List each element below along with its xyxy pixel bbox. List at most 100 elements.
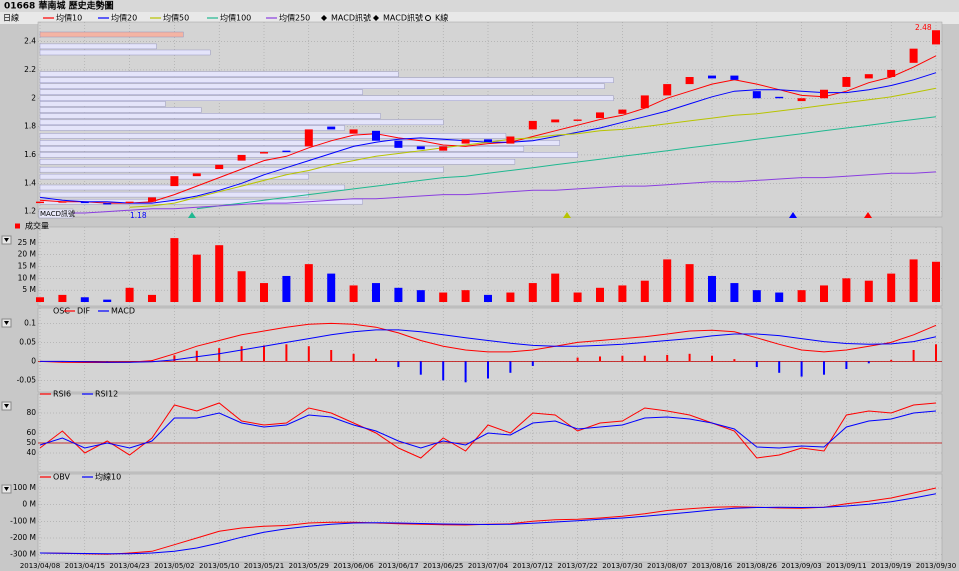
y-tick-label: 50 [26,438,36,447]
candle [618,109,627,114]
candle [237,154,246,161]
y-tick-label: 60 [26,428,36,437]
candle [372,130,380,141]
volume-bar [887,273,896,302]
volume-bar [528,283,537,302]
y-tick-label: 80 [26,408,36,417]
volume-profile-bar [39,140,560,146]
volume-profile-bar [39,159,516,165]
legend-label: 均價20 [111,13,137,23]
x-tick-label: 2013/05/21 [244,562,284,570]
candle [708,75,716,79]
interval-label[interactable]: 日線 [3,13,19,23]
volume-bar [103,299,112,302]
x-tick-label: 2013/08/26 [737,562,778,570]
volume-profile-bar [39,113,381,119]
y-tick-label: 40 [26,448,36,457]
x-tick-label: 2013/06/17 [378,562,418,570]
x-tick-label: 2013/09/30 [916,562,956,570]
candle [596,112,604,119]
candle [170,176,179,187]
candle [887,69,896,77]
volume-bar [775,292,784,302]
volume-bar [349,285,358,302]
panel: -0.05 0 0.05 0.1 OSC DIF MACD [17,307,943,393]
volume-bar [58,294,67,302]
volume-profile-bar [39,125,345,131]
volume-bar [932,261,940,302]
x-tick-label: 2013/07/22 [557,562,597,570]
volume-profile-bar [39,146,525,152]
legend-label: 均價50 [163,13,189,23]
volume-bar [327,273,336,302]
volume-profile-bar [39,71,399,77]
candle [797,98,806,102]
candle [842,77,851,87]
candle [103,203,112,205]
volume-bar [730,283,739,302]
volume-bar [708,275,716,302]
candle [192,173,201,177]
x-tick-label: 2013/04/23 [109,562,149,570]
series-line [196,116,937,210]
candle [752,91,761,99]
volume-bar [215,245,224,302]
volume-bar [416,290,425,302]
candle [573,119,582,121]
legend-swatch [15,223,20,229]
candle [394,140,403,148]
legend-label: OBV [53,473,71,482]
y-tick-label: 2.4 [24,37,36,46]
collapse-buttons [1,235,12,494]
x-tick-label: 2013/08/16 [692,562,733,570]
volume-bar [372,283,380,302]
y-tick-label: 5 M [22,285,36,294]
y-tick-label: 10 M [18,273,36,282]
x-tick-label: 2013/05/02 [154,562,194,570]
signal-marker [188,212,196,218]
legend-label: MACD訊號 [383,13,423,23]
volume-bar [461,290,470,302]
y-tick-label: 0 M [22,500,36,509]
volume-profile-bar [39,166,444,173]
volume-bar [439,292,448,302]
volume-bar [820,285,828,302]
signal-marker [864,212,872,218]
series-line [39,493,937,555]
y-tick-label: 1.4 [24,178,36,187]
volume-bar [752,290,761,302]
chart-title: 01668 華南城 歷史走勢圖 [4,0,114,12]
candle [148,197,156,202]
high-annotation: 2.48 [915,23,932,32]
panel: 5 M 10 M 15 M 20 M 25 M 成交量 [15,221,943,307]
y-tick-label: 1.8 [24,122,36,131]
volume-bar [170,238,179,302]
x-tick-label: 2013/04/08 [20,562,60,570]
y-tick-label: 15 M [18,262,36,271]
candle [327,126,336,130]
volume-bar [282,275,291,302]
candle [260,152,268,154]
volume-bar [125,287,134,302]
y-tick-label: 100 M [13,483,36,492]
x-tick-label: 2013/06/06 [333,562,374,570]
y-tick-label: 0.1 [24,318,36,327]
series-line [39,410,937,449]
candle [282,150,291,153]
x-tick-label: 2013/07/04 [468,562,509,570]
volume-bar [506,292,515,302]
volume-bar [842,278,851,302]
candle [775,96,784,99]
legend-bar [0,12,959,24]
candle [484,139,492,143]
y-tick-label: 25 M [18,238,36,247]
volume-bar [80,297,89,302]
x-tick-label: 2013/06/25 [423,562,463,570]
candle [416,146,425,150]
volume-profile-bar [39,133,507,139]
x-tick-label: 2013/05/29 [289,562,329,570]
y-tick-label: 2.2 [24,65,36,74]
x-tick-label: 2013/05/10 [199,562,239,570]
